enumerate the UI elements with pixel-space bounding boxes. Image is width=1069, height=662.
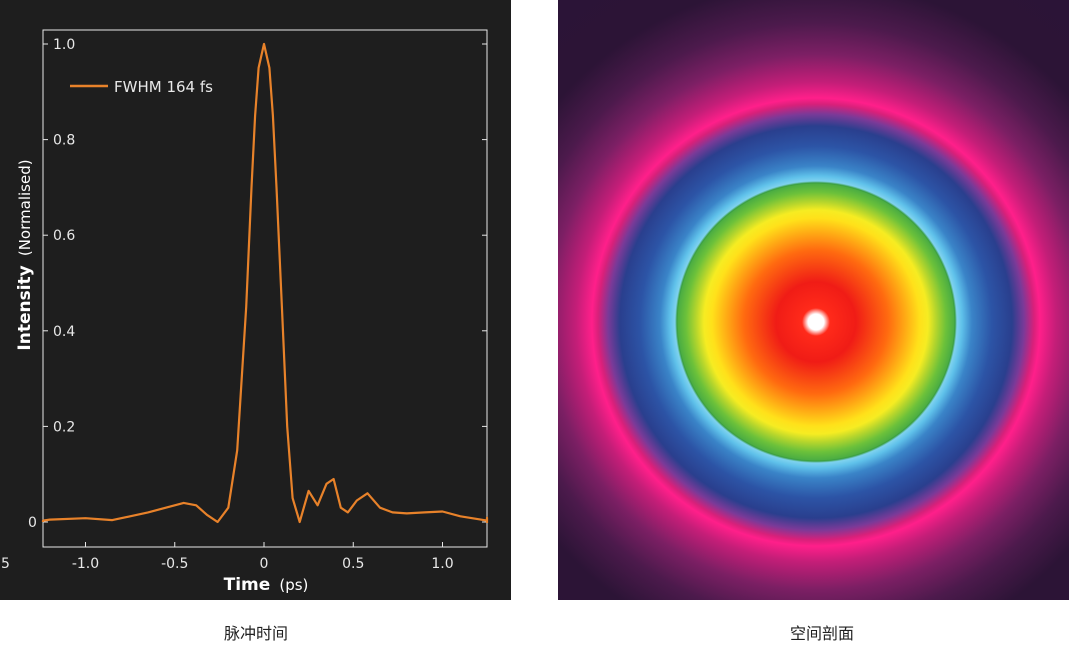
y-tick-label: 0 — [28, 515, 37, 531]
chart-axes — [42, 29, 488, 548]
caption-pulse-time: 脉冲时间 — [223, 624, 288, 643]
x-tick-label: 1.0 — [431, 556, 453, 572]
spatial-profile-image — [558, 0, 1069, 600]
plot-frame — [42, 29, 488, 548]
y-tick-label: 0.4 — [53, 324, 75, 340]
y-tick-label: 0.6 — [53, 228, 75, 244]
y-axis-label: Intensity (Normalised) — [15, 159, 35, 350]
y-tick-label: 0.8 — [53, 133, 75, 149]
x-axis-unit: (ps) — [279, 576, 308, 594]
y-tick-label: 1.0 — [53, 37, 75, 53]
x-tick-label: -1.0 — [72, 556, 99, 572]
x-axis-title: Time — [224, 575, 271, 595]
x-axis-label: Time (ps) — [224, 575, 309, 595]
chart-ticks: -2.0-1.5-1.0-0.500.51.01.52.000.20.40.60… — [0, 37, 487, 572]
svg-text:Intensity (Normalised): Intensity (Normalised) — [15, 159, 35, 350]
caption-spatial-profile: 空间剖面 — [789, 624, 854, 643]
series-line — [41, 42, 489, 524]
pulse-chart: -2.0-1.5-1.0-0.500.51.01.52.000.20.40.60… — [0, 29, 489, 595]
legend-label: FWHM 164 fs — [114, 78, 213, 96]
y-tick-label: 0.2 — [53, 419, 75, 435]
y-axis-title: Intensity — [15, 265, 35, 350]
svg-text:Time (ps): Time (ps) — [224, 575, 309, 595]
chart-legend: FWHM 164 fs — [70, 78, 213, 96]
pulse-chart-panel: -2.0-1.5-1.0-0.500.51.01.52.000.20.40.60… — [0, 0, 511, 600]
x-tick-label: -0.5 — [161, 556, 188, 572]
x-tick-label: 0.5 — [342, 556, 364, 572]
y-axis-unit: (Normalised) — [16, 159, 34, 256]
x-tick-label: -1.5 — [0, 556, 10, 572]
x-tick-label: 0 — [260, 556, 269, 572]
